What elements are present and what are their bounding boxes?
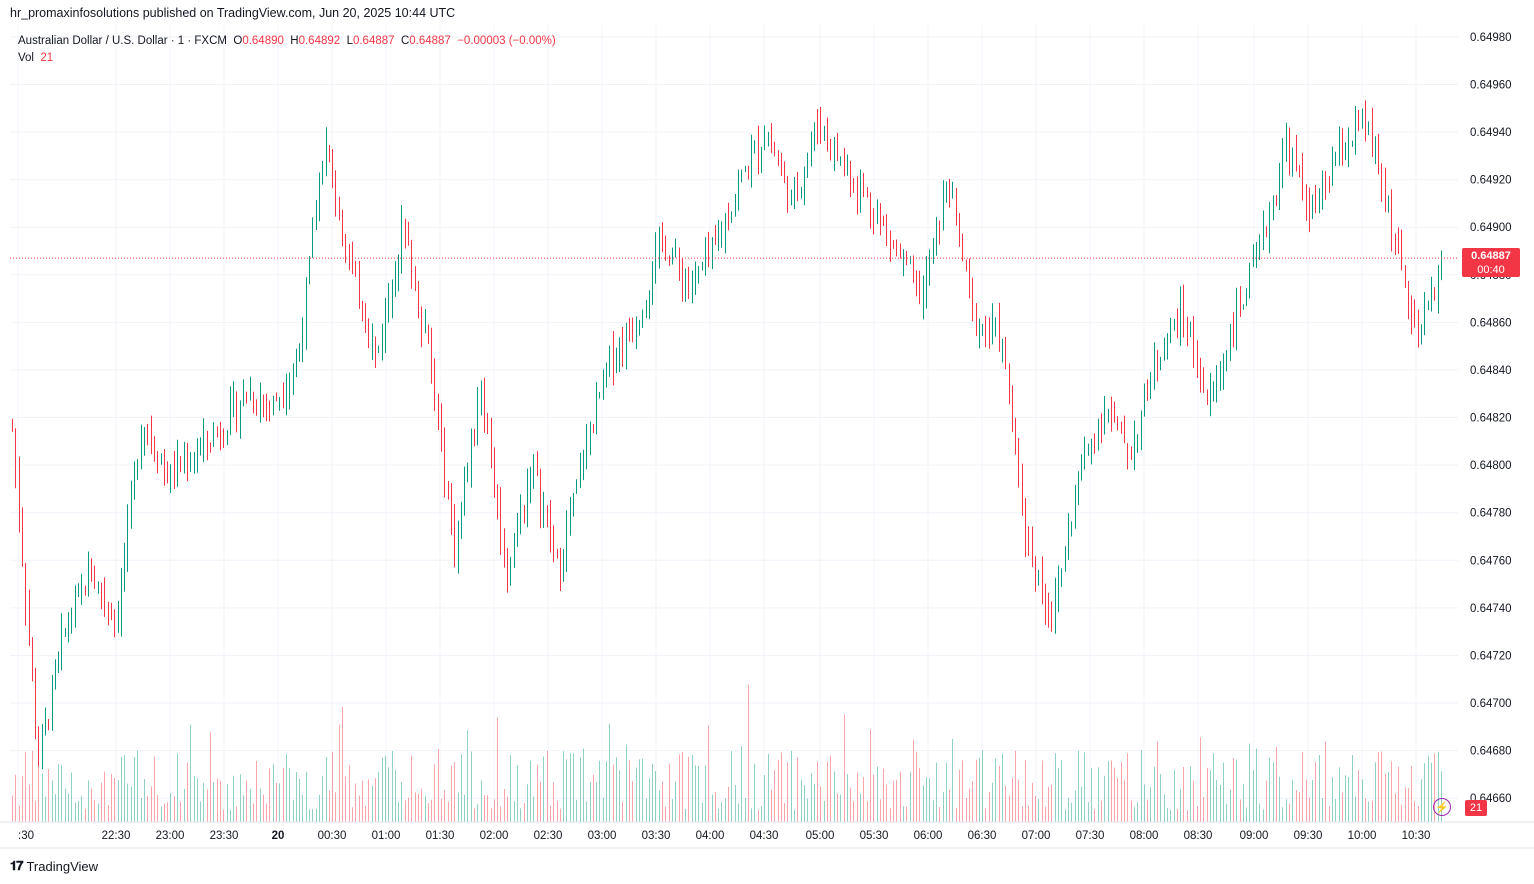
time-tick-label: 23:00 (156, 830, 185, 842)
time-tick-label: 10:00 (1348, 830, 1377, 842)
volume-label[interactable]: Vol (18, 52, 34, 64)
grid-layer (10, 25, 1458, 822)
time-tick-label: 01:30 (426, 830, 455, 842)
time-tick-label: 10:30 (1402, 830, 1431, 842)
time-tick-label: 04:00 (696, 830, 725, 842)
volume-legend: Vol 21 (18, 52, 53, 64)
time-tick-label: 08:00 (1130, 830, 1159, 842)
time-tick-label: 08:30 (1184, 830, 1213, 842)
low-value: 0.64887 (352, 35, 395, 47)
volume-bars (12, 684, 1442, 822)
price-tick-label: 0.64900 (1470, 222, 1512, 234)
price-tick-label: 0.64740 (1470, 603, 1512, 615)
open-value: 0.64890 (242, 35, 284, 47)
lightning-icon[interactable]: ⚡ (1433, 798, 1451, 816)
time-tick-label: 05:00 (806, 830, 835, 842)
time-tick-label: 07:00 (1022, 830, 1051, 842)
time-tick-label: 02:00 (480, 830, 509, 842)
last-price-value: 0.64887 (1471, 250, 1511, 262)
published-by-line: hr_promaxinfosolutions published on Trad… (10, 6, 456, 20)
price-tick-label: 0.64760 (1470, 555, 1512, 567)
tradingview-logo[interactable]: 𝟏𝟕 TradingView (10, 858, 98, 874)
time-tick-label: 01:00 (372, 830, 401, 842)
last-price-tag: 0.64887 00:40 (1462, 248, 1520, 277)
price-tick-label: 0.64680 (1470, 746, 1512, 758)
time-axis[interactable]: :30 22:30 23:00 23:30 20 00:30 01:00 01:30 02:00… (0, 821, 1534, 849)
high-value: 0.64892 (298, 35, 341, 47)
change-value: −0.00003 (−0.00%) (457, 35, 556, 47)
time-tick-label: 06:30 (968, 830, 997, 842)
volume-tag: 21 (1465, 800, 1487, 816)
time-tick-label: 20 (272, 830, 285, 842)
price-tick-label: 0.64720 (1470, 650, 1512, 662)
price-tick-label: 0.64980 (1470, 32, 1512, 44)
price-tick-label: 0.64780 (1470, 508, 1512, 520)
close-value: 0.64887 (409, 35, 451, 47)
price-tick-label: 0.64840 (1470, 365, 1512, 377)
time-tick-label: 09:30 (1294, 830, 1323, 842)
close-label: C (400, 35, 410, 47)
time-tick-label: :30 (18, 830, 34, 842)
price-tick-label: 0.64860 (1470, 317, 1512, 329)
bar-countdown: 00:40 (1477, 264, 1505, 276)
price-tick-label: 0.64820 (1470, 413, 1512, 425)
time-tick-label: 02:30 (534, 830, 563, 842)
tradingview-logo-icon: 𝟏𝟕 (10, 858, 24, 873)
price-axis[interactable]: 0.64980 0.64960 0.64940 0.64920 0.64900 0.648… (1470, 32, 1512, 805)
symbol-title[interactable]: Australian Dollar / U.S. Dollar · 1 · FX… (18, 35, 227, 47)
ohlc-legend: Australian Dollar / U.S. Dollar · 1 · FX… (18, 35, 556, 47)
price-tick-label: 0.64920 (1470, 175, 1512, 187)
time-tick-label: 00:30 (318, 830, 347, 842)
time-tick-label: 06:00 (914, 830, 943, 842)
price-tick-label: 0.64960 (1470, 79, 1512, 91)
time-tick-label: 04:30 (750, 830, 779, 842)
time-tick-label: 07:30 (1076, 830, 1105, 842)
tradingview-brand: TradingView (26, 858, 99, 874)
time-tick-label: 03:00 (588, 830, 617, 842)
price-tick-label: 0.64700 (1470, 698, 1512, 710)
time-tick-label: 09:00 (1240, 830, 1269, 842)
price-tick-label: 0.64940 (1470, 127, 1512, 139)
volume-value: 21 (40, 52, 54, 64)
time-tick-label: 03:30 (642, 830, 671, 842)
time-tick-label: 22:30 (102, 830, 131, 842)
candles[interactable] (12, 100, 1442, 770)
time-tick-label: 23:30 (210, 830, 239, 842)
low-label: L (346, 35, 353, 47)
high-label: H (290, 35, 299, 47)
price-tick-label: 0.64800 (1470, 460, 1512, 472)
time-tick-label: 05:30 (860, 830, 889, 842)
open-label: O (233, 35, 243, 47)
